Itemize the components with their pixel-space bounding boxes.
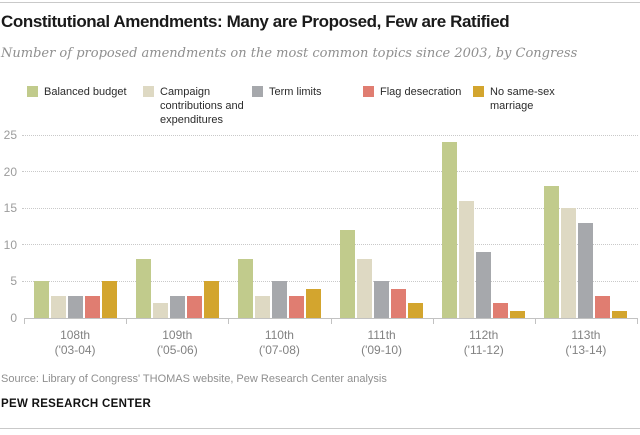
congress-label: 112th: [469, 328, 499, 342]
bar-balanced-budget-111th: [340, 230, 356, 318]
y-tick-label: 5: [10, 274, 17, 289]
x-tick-label-110th: 110th ('07-08): [228, 328, 330, 358]
x-tick-label-113th: 113th ('13-14): [535, 328, 637, 358]
bar-balanced-budget-108th: [33, 281, 49, 318]
legend-swatch-icon: [473, 86, 484, 97]
congress-label: 110th: [264, 328, 294, 342]
y-tick-label: 15: [3, 201, 17, 216]
bar-balanced-budget-112th: [442, 142, 458, 318]
gridline-20: [22, 171, 638, 173]
bar-campaign-contributions-and-expenditures-113th: [561, 208, 577, 318]
bar-flag-desecration-108th: [84, 296, 100, 318]
congress-years: ('05-06): [156, 343, 198, 357]
gridline-15: [22, 207, 638, 209]
x-tick-label-111th: 111th ('09-10): [331, 328, 433, 358]
legend-swatch-icon: [143, 86, 154, 97]
brand-signature: PEW RESEARCH CENTER: [1, 398, 152, 410]
congress-years: ('03-04): [54, 343, 96, 357]
bar-term-limits-113th: [578, 222, 594, 318]
gridline-25: [22, 134, 638, 136]
legend-swatch-icon: [27, 86, 38, 97]
bar-balanced-budget-113th: [544, 186, 560, 318]
legend-label: Balanced budget: [44, 86, 127, 98]
bar-no-same-sex-marriage-112th: [510, 310, 526, 318]
bar-no-same-sex-marriage-109th: [203, 281, 219, 318]
bar-campaign-contributions-and-expenditures-111th: [357, 259, 373, 318]
bar-term-limits-112th: [476, 252, 492, 318]
top-divider: [0, 2, 640, 3]
bar-balanced-budget-109th: [135, 259, 151, 318]
bar-term-limits-111th: [374, 281, 390, 318]
axis-tick: [432, 318, 434, 324]
congress-label: 113th: [571, 328, 601, 342]
x-tick-label-108th: 108th ('03-04): [24, 328, 126, 358]
bar-no-same-sex-marriage-108th: [101, 281, 117, 318]
axis-tick: [24, 318, 25, 324]
legend-label: Term limits: [269, 86, 322, 98]
bar-flag-desecration-113th: [595, 296, 611, 318]
y-tick-label: 25: [3, 128, 17, 142]
page-title: Constitutional Amendments: Many are Prop…: [1, 12, 510, 31]
bottom-divider: [0, 428, 640, 429]
bar-term-limits-110th: [271, 281, 287, 318]
x-tick-label-112th: 112th ('11-12): [433, 328, 535, 358]
congress-years: ('11-12): [463, 343, 504, 357]
x-tick-label-109th: 109th ('05-06): [126, 328, 228, 358]
legend-swatch-icon: [363, 86, 374, 97]
legend-item-flag-desecration: Flag desecration: [363, 85, 461, 99]
bar-campaign-contributions-and-expenditures-112th: [459, 200, 475, 318]
bar-flag-desecration-111th: [391, 288, 407, 318]
legend-item-campaign-contributions-and-expenditures: Campaign contributions and expenditures: [143, 85, 252, 127]
bar-no-same-sex-marriage-113th: [612, 310, 628, 318]
gridline-5: [22, 280, 638, 282]
bar-flag-desecration-110th: [288, 296, 304, 318]
bar-no-same-sex-marriage-110th: [305, 288, 321, 318]
bar-flag-desecration-109th: [186, 296, 202, 318]
legend-label: Flag desecration: [380, 86, 462, 98]
congress-years: ('09-10): [361, 343, 403, 357]
axis-tick: [126, 318, 128, 324]
congress-years: ('13-14): [565, 343, 607, 357]
y-tick-label: 20: [3, 164, 17, 179]
bar-campaign-contributions-and-expenditures-110th: [254, 296, 270, 318]
axis-tick: [534, 318, 536, 324]
legend-label: Campaign contributions and expenditures: [160, 86, 244, 126]
congress-years: ('07-08): [258, 343, 300, 357]
bar-term-limits-108th: [67, 296, 83, 318]
legend-item-balanced-budget: Balanced budget: [27, 85, 127, 99]
legend-label: No same-sex marriage: [490, 86, 555, 112]
legend-item-term-limits: Term limits: [252, 85, 322, 99]
bar-no-same-sex-marriage-111th: [408, 303, 424, 318]
chart-subtitle: Number of proposed amendments on the mos…: [1, 46, 578, 61]
congress-label: 108th: [60, 328, 91, 342]
legend-item-no-same-sex-marriage: No same-sex marriage: [473, 85, 570, 113]
bar-campaign-contributions-and-expenditures-109th: [152, 303, 168, 318]
congress-label: 111th: [367, 328, 396, 342]
bar-campaign-contributions-and-expenditures-108th: [50, 296, 66, 318]
axis-tick: [637, 318, 638, 324]
legend-swatch-icon: [252, 86, 263, 97]
axis-tick: [228, 318, 230, 324]
bar-flag-desecration-112th: [493, 303, 509, 318]
y-tick-label: 0: [10, 311, 17, 325]
bar-term-limits-109th: [169, 296, 185, 318]
y-tick-label: 10: [3, 237, 17, 252]
axis-tick: [330, 318, 332, 324]
congress-label: 109th: [162, 328, 193, 342]
source-note: Source: Library of Congress' THOMAS webs…: [1, 373, 387, 385]
gridline-10: [22, 244, 638, 246]
bar-balanced-budget-110th: [237, 259, 253, 318]
